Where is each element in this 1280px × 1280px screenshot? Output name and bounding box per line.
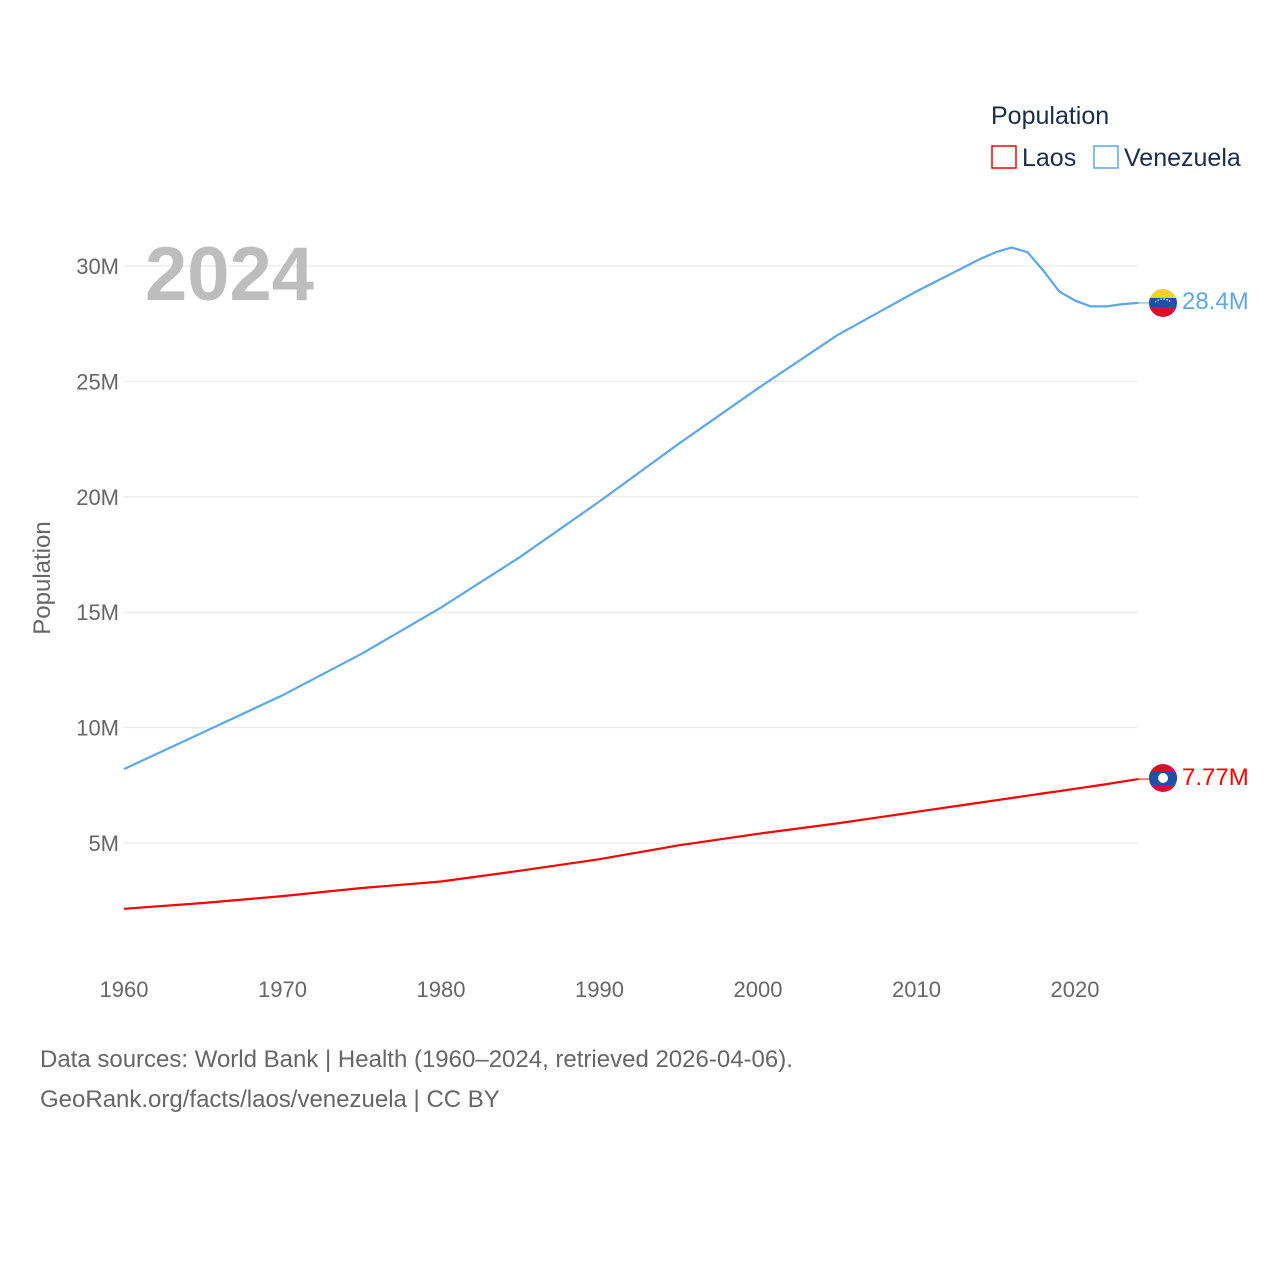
x-tick-label: 1990 xyxy=(575,977,624,1002)
y-tick-label: 15M xyxy=(76,600,119,625)
x-tick-label: 1980 xyxy=(417,977,466,1002)
legend-swatch-venezuela[interactable] xyxy=(1093,145,1119,169)
x-tick-label: 2010 xyxy=(892,977,941,1002)
attribution-link[interactable]: GeoRank.org/facts/laos/venezuela | CC BY xyxy=(40,1086,500,1113)
y-axis-label: Population xyxy=(29,521,56,634)
y-tick-label: 30M xyxy=(76,254,119,279)
legend-label-laos[interactable]: Laos xyxy=(1022,144,1076,172)
y-tick-label: 5M xyxy=(88,831,119,856)
y-tick-label: 10M xyxy=(76,716,119,741)
laos-end-label: 7.77M xyxy=(1182,764,1249,791)
y-tick-label: 20M xyxy=(76,485,119,510)
venezuela-flag-icon xyxy=(1149,289,1177,317)
laos-flag-icon xyxy=(1149,764,1177,792)
year-label: 2024 xyxy=(145,232,314,317)
y-tick-label: 25M xyxy=(76,369,119,394)
x-tick-label: 1970 xyxy=(258,977,307,1002)
source-line: Data sources: World Bank | Health (1960–… xyxy=(40,1046,793,1073)
venezuela-end-label: 28.4M xyxy=(1182,288,1249,315)
legend-label-venezuela[interactable]: Venezuela xyxy=(1124,144,1241,172)
series-line-laos[interactable] xyxy=(123,778,1139,910)
legend-title: Population xyxy=(991,102,1109,130)
x-tick-label: 2020 xyxy=(1051,977,1100,1002)
series-line-venezuela[interactable] xyxy=(123,246,1139,771)
legend-swatch-laos[interactable] xyxy=(991,145,1017,169)
x-tick-label: 2000 xyxy=(734,977,783,1002)
x-tick-label: 1960 xyxy=(100,977,149,1002)
